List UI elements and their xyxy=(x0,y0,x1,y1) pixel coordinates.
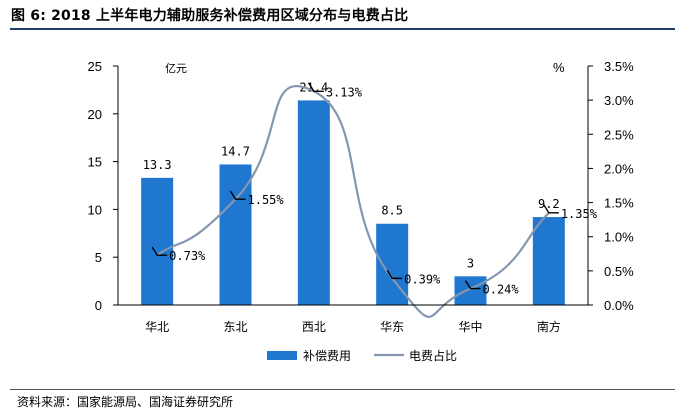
legend: 补偿费用 电费占比 xyxy=(267,348,457,363)
line-point-leader xyxy=(308,82,324,92)
line-value-label: 1.35% xyxy=(561,207,598,221)
right-axis-tick-label: 1.5% xyxy=(604,196,634,211)
bar-value-label: 14.7 xyxy=(221,144,250,158)
legend-bar-label: 补偿费用 xyxy=(303,348,351,363)
right-axis-tick-label: 0.5% xyxy=(604,264,634,279)
right-axis-tick-label: 3.5% xyxy=(604,59,634,74)
category-labels: 华北 东北 西北 华东 华中 南方 xyxy=(118,304,588,334)
left-axis: 0 5 10 15 20 25 亿元 xyxy=(88,59,187,313)
line-point-leader xyxy=(229,190,246,200)
line-value-label: 0.73% xyxy=(169,249,206,263)
category-label: 华中 xyxy=(458,319,482,334)
category-label: 华北 xyxy=(145,320,169,334)
bar-series: 13.314.721.48.539.2 xyxy=(141,80,565,305)
right-axis-tick-label: 0.0% xyxy=(604,298,634,313)
right-axis-tick-label: 3.0% xyxy=(604,93,634,108)
category-label: 西北 xyxy=(302,320,326,334)
bar-value-label: 3 xyxy=(467,256,474,270)
left-axis-tick-label: 5 xyxy=(95,250,102,265)
line-series: 0.73% 1.55% 3.13% 0.39% 0.24% 1.35% xyxy=(151,82,598,318)
bar-5 xyxy=(532,217,565,305)
category-label: 南方 xyxy=(537,319,561,334)
right-axis-tick-label: 2.0% xyxy=(604,161,634,176)
bar-value-label: 8.5 xyxy=(381,204,403,218)
line-point-leader xyxy=(151,246,168,256)
left-axis-tick-label: 10 xyxy=(88,202,102,217)
legend-bar-swatch xyxy=(267,351,297,360)
bar-value-label: 9.2 xyxy=(538,197,560,211)
title-rule xyxy=(10,28,675,30)
source-rule xyxy=(10,389,675,390)
left-axis-unit: 亿元 xyxy=(165,62,187,75)
bar-4 xyxy=(454,276,487,305)
left-axis-tick-label: 0 xyxy=(95,298,102,313)
legend-line-label: 电费占比 xyxy=(409,348,457,363)
line-value-label: 0.39% xyxy=(404,272,441,286)
right-axis-unit: % xyxy=(553,60,565,75)
right-axis-tick-label: 1.0% xyxy=(604,230,634,245)
line-value-label: 1.55% xyxy=(248,193,285,207)
line-point-leader xyxy=(386,269,403,280)
left-axis-tick-label: 20 xyxy=(88,107,102,122)
chart: 0 5 10 15 20 25 亿元 0.0% 0.5% 1.0% 1.5% 2.0% 2.5% 3.0… xyxy=(88,59,635,363)
bar-0 xyxy=(141,177,174,305)
source-note: 资料来源：国家能源局、国海证券研究所 xyxy=(17,395,234,409)
bar-2 xyxy=(297,100,330,305)
category-label: 华东 xyxy=(380,320,404,334)
right-axis: 0.0% 0.5% 1.0% 1.5% 2.0% 2.5% 3.0% 3.5%% xyxy=(553,59,634,313)
line-point-leader xyxy=(543,204,559,214)
line-point-leader xyxy=(464,280,481,290)
category-label: 东北 xyxy=(223,320,247,334)
right-axis-tick-label: 2.5% xyxy=(604,127,634,142)
left-axis-tick-label: 15 xyxy=(88,155,102,170)
line-value-label: 0.24% xyxy=(483,283,520,297)
bar-value-label: 13.3 xyxy=(143,158,172,172)
line-value-label: 3.13% xyxy=(326,85,363,99)
left-axis-tick-label: 25 xyxy=(88,59,102,74)
figure-title: 图 6: 2018 上半年电力辅助服务补偿费用区域分布与电费占比 xyxy=(11,8,409,24)
